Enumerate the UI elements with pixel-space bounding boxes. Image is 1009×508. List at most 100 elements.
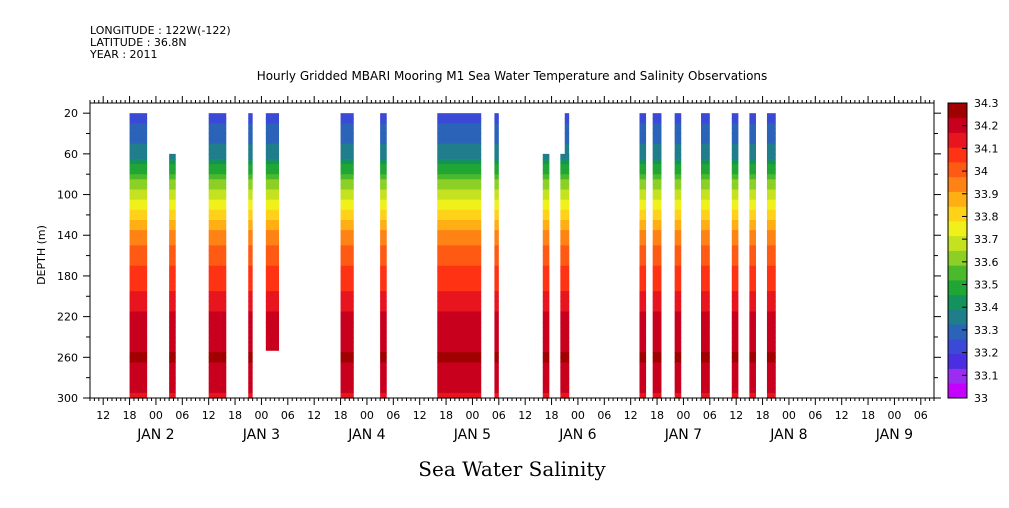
data-cell [208,270,227,277]
data-cell [701,306,710,313]
data-cell [560,291,570,297]
data-cell [731,336,739,343]
data-cell [129,169,148,175]
data-cell [129,143,148,150]
data-cell [674,296,682,302]
data-cell [208,326,227,333]
data-cell [766,214,776,221]
data-cell [652,255,662,262]
data-cell [639,133,647,140]
data-cell [494,128,499,135]
data-cell [265,296,280,302]
data-cell [494,219,499,226]
data-cell [208,225,227,231]
data-cell [340,260,354,267]
data-cell [208,281,227,287]
data-cell [169,326,176,333]
data-cell [265,326,280,333]
data-cell [380,296,387,302]
data-cell [749,301,756,308]
data-cell [749,357,756,363]
data-cell [494,326,499,333]
data-cell [564,143,570,150]
data-cell [265,255,280,262]
data-cell [542,235,550,241]
data-cell [674,209,682,216]
data-cell [380,260,387,267]
data-cell [564,118,570,124]
data-cell [248,260,253,267]
colorbar-label: 33 [974,392,988,405]
data-cell [766,357,776,363]
data-cell [564,123,570,130]
data-cell [380,286,387,292]
data-cell [265,158,280,165]
data-cell [701,153,710,160]
data-column-14 [674,113,682,399]
data-cell [560,219,570,226]
data-cell [340,250,354,257]
data-cell [542,336,550,343]
data-cell [652,296,662,302]
data-cell [701,326,710,333]
data-cell [701,377,710,384]
data-cell [380,382,387,389]
data-cell [766,113,776,119]
data-cell [265,275,280,282]
data-cell [564,265,570,272]
data-cell [766,189,776,196]
data-cell [129,316,148,323]
colorbar-swatch [948,117,967,133]
data-cell [766,260,776,267]
data-cell [542,225,550,231]
data-cell [749,214,756,221]
data-cell [701,352,710,358]
data-cell [494,118,499,124]
data-cell [169,342,176,348]
y-tick-label: 20 [64,107,78,120]
x-tick-label: 00 [149,409,163,422]
data-cell [494,123,499,130]
colorbar-swatch [948,368,967,384]
data-cell [265,169,280,175]
data-cell [129,306,148,313]
x-tick-label: 06 [386,409,400,422]
data-cell [564,301,570,308]
data-cell [265,235,280,241]
data-cell [340,291,354,297]
data-cell [340,209,354,216]
data-cell [265,128,280,135]
data-cell [129,250,148,257]
data-cell [564,331,570,338]
x-tick-label: 00 [254,409,268,422]
data-cell [749,321,756,328]
data-cell [208,240,227,247]
data-cell [731,260,739,267]
data-cell [437,158,482,165]
data-cell [380,377,387,384]
data-cell [494,362,499,369]
data-cell [564,286,570,292]
data-cell [766,148,776,155]
data-cell [129,214,148,221]
data-cell [766,270,776,277]
data-cell [731,342,739,348]
data-cell [652,362,662,369]
x-tick-label: 12 [413,409,427,422]
data-cell [731,240,739,247]
data-cell [749,260,756,267]
data-cell [701,321,710,328]
data-cell [749,316,756,323]
data-cell [248,235,253,241]
data-cell [340,118,354,124]
data-cell [208,342,227,348]
data-column-3 [248,113,253,399]
data-cell [731,357,739,363]
data-cell [265,347,280,351]
data-cell [129,240,148,247]
data-cell [731,128,739,135]
data-cell [248,153,253,160]
data-column-16 [731,113,739,399]
data-cell [542,260,550,267]
x-date-label: JAN 2 [136,427,174,443]
